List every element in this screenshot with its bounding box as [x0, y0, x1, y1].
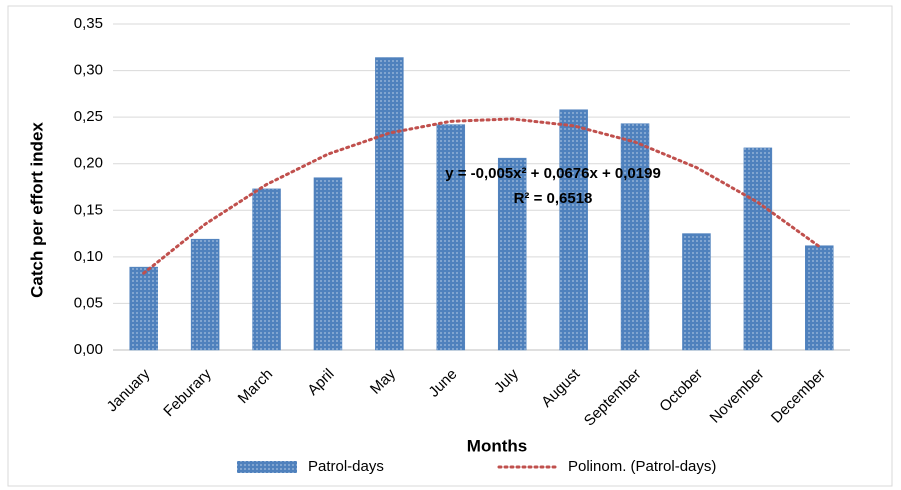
y-tick-label: 0,10	[74, 248, 103, 265]
bar	[559, 109, 588, 351]
x-axis-title: Months	[467, 436, 527, 455]
y-tick-label: 0,35	[74, 15, 103, 32]
y-axis-title: Catch per effort index	[27, 122, 46, 298]
bar	[313, 177, 343, 351]
bar	[190, 238, 220, 351]
y-tick-label: 0,05	[74, 294, 103, 311]
bar	[743, 147, 773, 351]
bar	[252, 188, 281, 351]
bar	[436, 124, 466, 351]
legend-label: Polinom. (Patrol-days)	[568, 458, 716, 475]
y-tick-label: 0,20	[74, 155, 103, 172]
y-tick-label: 0,25	[74, 108, 103, 125]
y-tick-label: 0,15	[74, 201, 103, 218]
bar	[805, 245, 834, 351]
bar	[375, 57, 404, 351]
annotation: R² = 0,6518	[514, 190, 593, 207]
legend-swatch	[237, 461, 297, 473]
annotation: y = -0,005x² + 0,0676x + 0,0199	[445, 165, 661, 182]
trend-line	[142, 117, 821, 275]
y-tick-label: 0,30	[74, 62, 103, 79]
bar	[682, 233, 711, 351]
bar	[497, 157, 527, 351]
bar	[129, 266, 158, 351]
bar	[620, 123, 650, 351]
y-tick-label: 0,00	[74, 341, 103, 358]
legend-label: Patrol-days	[308, 458, 384, 475]
